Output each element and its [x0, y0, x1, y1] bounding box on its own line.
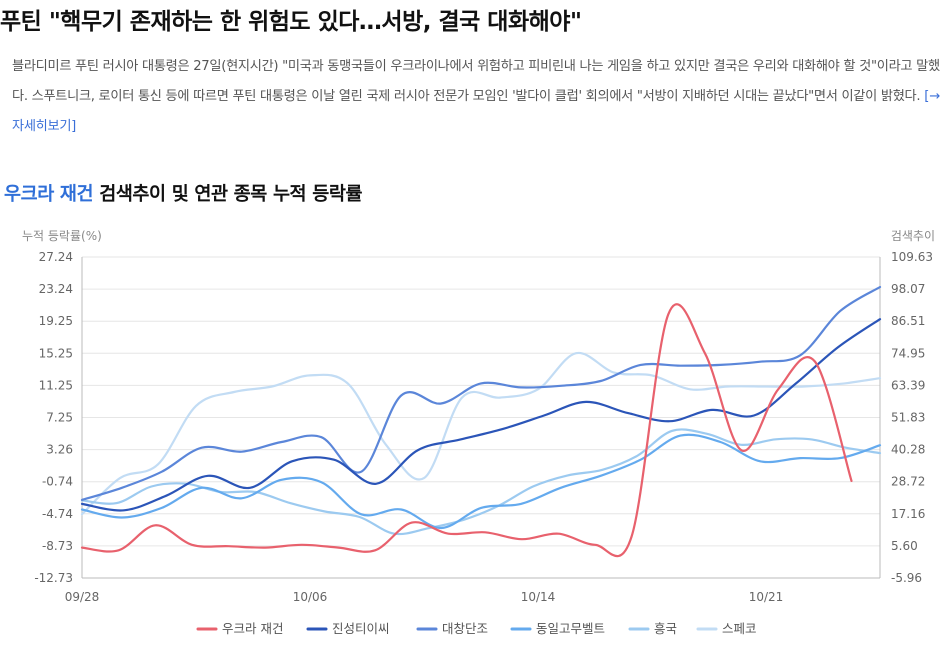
- x-tick-label: 10/21: [749, 590, 784, 604]
- y-left-tick-label: 27.24: [39, 250, 73, 264]
- series-line-2: [80, 285, 882, 501]
- series-line-0: [80, 303, 853, 558]
- y-right-tick-label: 17.16: [891, 507, 925, 521]
- legend-label: 우크라 재건: [222, 621, 283, 636]
- legend-label: 진성티이씨: [332, 621, 390, 636]
- y-right-tick-label: 109.63: [891, 250, 933, 264]
- y-right-tick-label: 28.72: [891, 475, 925, 489]
- trend-chart: 누적 등락률(%) 검색추이 27.24 109.63 23.24 98.07 19.25 8…: [22, 229, 935, 636]
- legend-label: 스페코: [722, 621, 757, 636]
- y-left-tick-label: -0.74: [42, 475, 73, 489]
- y-left-tick-label: -4.74: [42, 507, 73, 521]
- y-left-tick-label: 11.25: [39, 378, 73, 392]
- y-right-tick-label: 63.39: [891, 378, 925, 392]
- y-right-axis-label: 검색추이: [891, 229, 935, 243]
- y-left-tick-label: 19.25: [39, 314, 73, 328]
- chart-title-keyword: 우크라 재건: [4, 184, 94, 205]
- y-left-tick-label: 23.24: [39, 282, 73, 296]
- y-right-tick-label: 40.28: [891, 443, 925, 457]
- x-tick-label: 10/06: [293, 590, 328, 604]
- legend-label: 흥국: [654, 621, 677, 636]
- legend-label: 동일고무벨트: [536, 621, 605, 636]
- legend-label: 대창단조: [442, 621, 488, 636]
- y-right-tick-label: 98.07: [891, 282, 925, 296]
- y-left-tick-label: 15.25: [39, 346, 73, 360]
- read-more-link[interactable]: [→자세히보기]: [12, 89, 940, 134]
- y-right-tick-label: 5.60: [891, 539, 918, 553]
- series-line-3: [80, 433, 882, 530]
- article-headline: 푸틴 "핵무기 존재하는 한 위험도 있다…서방, 결국 대화해야": [0, 9, 582, 35]
- x-tick-label: 10/14: [521, 590, 556, 604]
- article-summary-text: 블라디미르 푸틴 러시아 대통령은 27일(현지시간) "미국과 동맹국들이 우…: [12, 59, 940, 104]
- y-left-tick-label: 3.26: [46, 443, 73, 457]
- y-left-axis-label: 누적 등락률(%): [22, 229, 102, 243]
- y-right-tick-label: 86.51: [891, 314, 925, 328]
- y-right-tick-label: 51.83: [891, 411, 925, 425]
- y-right-tick-label: 74.95: [891, 346, 925, 360]
- series-line-5: [80, 351, 882, 516]
- y-left-tick-label: -12.73: [34, 571, 73, 585]
- article-summary: 블라디미르 푸틴 러시아 대통령은 27일(현지시간) "미국과 동맹국들이 우…: [12, 52, 940, 142]
- x-tick-label: 09/28: [65, 590, 100, 604]
- y-left-tick-label: -8.73: [42, 539, 73, 553]
- y-right-tick-label: -5.96: [891, 571, 922, 585]
- series-line-1: [80, 318, 882, 512]
- chart-title: 우크라 재건 검색추이 및 연관 종목 누적 등락률: [4, 180, 362, 206]
- chart-title-rest: 검색추이 및 연관 종목 누적 등락률: [93, 184, 363, 205]
- y-left-tick-label: 7.25: [46, 411, 73, 425]
